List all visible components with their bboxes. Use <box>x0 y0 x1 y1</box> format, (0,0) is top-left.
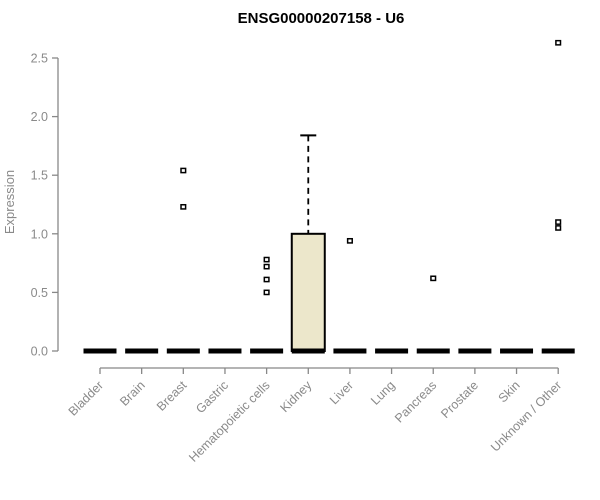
median-line <box>250 348 284 354</box>
x-tick-label: Gastric <box>193 378 231 416</box>
chart-title: ENSG00000207158 - U6 <box>238 10 405 27</box>
x-tick-label: Bladder <box>66 378 106 418</box>
x-tick-label: Liver <box>327 378 356 407</box>
outlier-point <box>263 256 270 263</box>
y-tick-label: 2.0 <box>31 110 48 124</box>
outlier-point <box>555 219 562 225</box>
median-line <box>333 348 367 354</box>
x-tick-label: Lung <box>368 378 398 408</box>
y-tick-label: 0.5 <box>31 286 48 300</box>
median-line <box>83 348 117 354</box>
box-rect <box>290 232 326 352</box>
median-line <box>291 348 325 354</box>
x-tick-label: Skin <box>496 378 523 405</box>
y-axis-title: Expression <box>2 170 17 234</box>
median-line <box>458 348 492 354</box>
outlier-point <box>263 276 270 283</box>
median-line <box>208 348 242 354</box>
y-tick-label: 1.0 <box>31 227 48 241</box>
median-line <box>375 348 409 354</box>
outlier-point <box>430 275 437 282</box>
x-tick-label: Brain <box>117 378 148 409</box>
outlier-point <box>555 39 562 46</box>
outlier-point <box>346 237 353 244</box>
y-tick-label: 0.0 <box>31 345 48 359</box>
x-tick-label: Pancreas <box>392 378 439 425</box>
outlier-point <box>180 167 187 174</box>
x-tick-label: Unknown / Other <box>488 378 564 454</box>
x-tick-label: Breast <box>154 378 190 414</box>
y-tick-label: 2.5 <box>31 52 48 66</box>
outlier-point <box>263 263 270 270</box>
outlier-point <box>555 225 562 231</box>
median-line <box>500 348 534 354</box>
median-line <box>541 348 575 354</box>
outlier-point <box>263 289 270 296</box>
median-line <box>416 348 450 354</box>
y-tick-label: 1.5 <box>31 169 48 183</box>
x-tick-label: Hematopoietic cells <box>186 378 273 465</box>
outlier-point <box>180 203 187 210</box>
median-line <box>125 348 159 354</box>
x-tick-label: Kidney <box>277 378 314 415</box>
x-tick-label: Prostate <box>438 378 481 421</box>
median-line <box>166 348 200 354</box>
